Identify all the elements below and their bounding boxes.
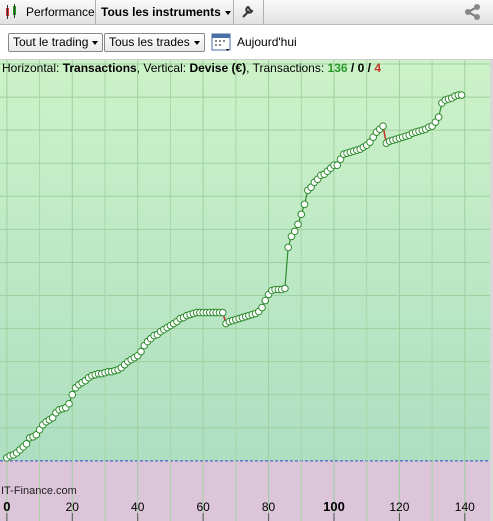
- sep: /: [350, 61, 355, 75]
- trade-point: [281, 284, 289, 293]
- negative-zone: [0, 460, 490, 521]
- trade-point: [297, 210, 306, 219]
- trade-point: [333, 161, 342, 170]
- watermark: IT-Finance.com: [1, 485, 77, 497]
- trade-point: [457, 91, 466, 99]
- x-tick-label: 140: [455, 500, 475, 514]
- even-count: 0: [357, 61, 365, 75]
- x-label: Transactions: [62, 61, 137, 75]
- share-icon[interactable]: [463, 3, 483, 21]
- trade-point: [261, 296, 270, 305]
- x-tick-label: 40: [131, 500, 145, 514]
- filter-bar: Tout le trading Tous les trades Aujourd'…: [0, 25, 493, 60]
- trades-dropdown[interactable]: Tous les trades: [104, 33, 205, 52]
- x-tick-label: 100: [323, 499, 345, 514]
- label: Tout le trading: [13, 35, 89, 49]
- toolbar: Performance Tous les instruments: [0, 0, 493, 25]
- date-button[interactable]: Aujourd'hui: [237, 35, 297, 49]
- win-count: 136: [327, 61, 348, 75]
- tab[interactable]: Performance: [26, 5, 95, 19]
- y-label: Devise (€): [189, 61, 247, 75]
- trade-point: [434, 113, 443, 121]
- trade-point: [218, 308, 227, 317]
- x-prefix: Horizontal:: [2, 61, 60, 75]
- calendar-icon[interactable]: [211, 31, 233, 53]
- count-prefix: , Transactions:: [246, 61, 325, 75]
- y-prefix: , Vertical:: [136, 61, 187, 75]
- trading-dropdown[interactable]: Tout le trading: [8, 33, 104, 52]
- trade-point: [290, 227, 299, 236]
- x-tick-label: 20: [66, 500, 80, 514]
- trade-point: [68, 390, 77, 399]
- loss-count: 4: [374, 61, 381, 75]
- x-tick-label: 120: [389, 500, 409, 514]
- trade-point: [65, 399, 73, 408]
- x-tick-label: 0: [3, 499, 10, 514]
- trade-point: [284, 243, 292, 252]
- chart-icon: [6, 4, 16, 19]
- trade-point: [258, 303, 266, 312]
- instrument-dropdown[interactable]: Tous les instruments: [101, 5, 231, 19]
- trade-point: [379, 122, 387, 130]
- sep: /: [367, 61, 371, 75]
- trade-point: [294, 220, 302, 229]
- settings-icon[interactable]: [240, 4, 256, 20]
- dropdown-label: Tous les instruments: [101, 5, 221, 19]
- chart-header: Horizontal: Transactions, Vertical: Devi…: [2, 61, 381, 75]
- trade-point: [22, 440, 31, 448]
- label: Tous les trades: [109, 35, 190, 49]
- x-tick-label: 80: [262, 500, 276, 514]
- trade-point: [300, 200, 309, 209]
- x-tick-label: 60: [196, 500, 210, 514]
- trade-point: [137, 347, 145, 356]
